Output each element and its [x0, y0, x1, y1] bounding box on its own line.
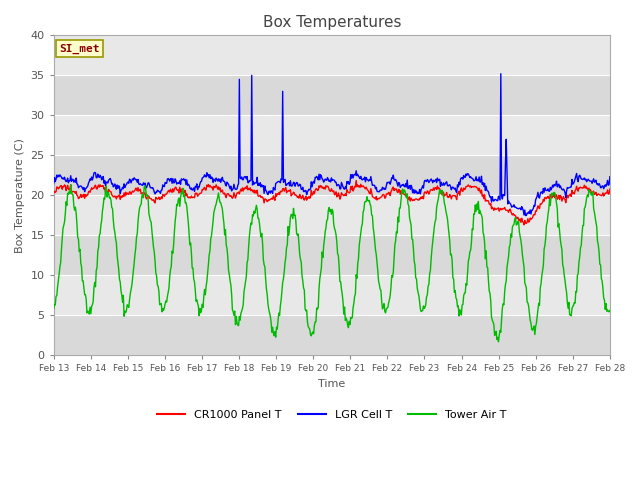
Tower Air T — [175, 197, 182, 203]
CR1000 Panel T — [400, 192, 408, 198]
CR1000 Panel T — [606, 186, 614, 192]
X-axis label: Time: Time — [318, 379, 346, 389]
Line: LGR Cell T: LGR Cell T — [54, 74, 610, 216]
Tower Air T — [606, 308, 614, 313]
CR1000 Panel T — [117, 193, 125, 199]
Y-axis label: Box Temperature (C): Box Temperature (C) — [15, 138, 25, 252]
CR1000 Panel T — [520, 222, 528, 228]
LGR Cell T — [497, 71, 505, 77]
Bar — [54, 75, 610, 115]
LGR Cell T — [522, 213, 529, 218]
LGR Cell T — [50, 180, 58, 186]
LGR Cell T — [606, 174, 614, 180]
CR1000 Panel T — [173, 187, 181, 193]
CR1000 Panel T — [50, 191, 58, 196]
Text: SI_met: SI_met — [60, 43, 100, 54]
LGR Cell T — [203, 170, 211, 176]
Tower Air T — [67, 182, 75, 188]
Tower Air T — [400, 187, 408, 193]
Line: CR1000 Panel T: CR1000 Panel T — [54, 180, 610, 225]
Legend: CR1000 Panel T, LGR Cell T, Tower Air T: CR1000 Panel T, LGR Cell T, Tower Air T — [152, 406, 511, 424]
Bar — [54, 275, 610, 315]
LGR Cell T — [60, 176, 68, 182]
LGR Cell T — [117, 187, 125, 193]
CR1000 Panel T — [352, 178, 360, 183]
Tower Air T — [417, 306, 424, 312]
Tower Air T — [204, 270, 211, 276]
Line: Tower Air T: Tower Air T — [54, 185, 610, 342]
Bar — [54, 195, 610, 235]
Tower Air T — [60, 223, 68, 228]
Bar — [54, 315, 610, 355]
CR1000 Panel T — [417, 196, 424, 202]
Bar — [54, 235, 610, 275]
LGR Cell T — [399, 181, 407, 187]
Tower Air T — [495, 339, 502, 345]
Tower Air T — [50, 306, 58, 312]
CR1000 Panel T — [203, 182, 211, 188]
Bar — [54, 156, 610, 195]
CR1000 Panel T — [60, 184, 68, 190]
Bar — [54, 115, 610, 156]
Tower Air T — [118, 292, 125, 298]
Bar — [54, 36, 610, 75]
LGR Cell T — [173, 180, 181, 186]
LGR Cell T — [416, 187, 424, 192]
Title: Box Temperatures: Box Temperatures — [262, 15, 401, 30]
